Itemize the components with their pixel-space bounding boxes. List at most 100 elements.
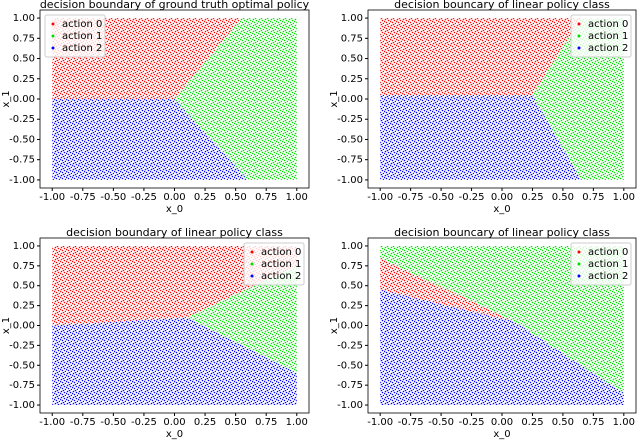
action-region (52, 99, 248, 180)
x-tick-label: 0.00 (163, 192, 185, 203)
legend-box (570, 14, 632, 58)
y-tick-label: -0.25 (337, 340, 363, 351)
y-tick-label: -1.00 (9, 175, 35, 186)
action-region (380, 18, 582, 95)
x-tick-label: -0.50 (428, 417, 454, 428)
y-tick-label: 0.75 (341, 261, 363, 272)
x-tick-label: -1.00 (367, 192, 393, 203)
action-region (52, 317, 297, 406)
x-axis-label: x_0 (493, 204, 510, 215)
y-tick-label: -0.50 (9, 134, 35, 145)
title: decision boundary of ground truth optima… (40, 0, 310, 11)
x-tick-label: 0.50 (552, 417, 574, 428)
y-tick-label: -0.50 (337, 134, 363, 145)
legend-label: action 2 (588, 271, 628, 282)
y-axis-label: x_1 (329, 90, 340, 107)
y-tick-label: -0.75 (337, 380, 363, 391)
action-region (52, 245, 297, 326)
legend-marker (577, 46, 581, 50)
x-tick-label: -0.25 (131, 192, 157, 203)
legend-label: action 0 (62, 19, 102, 30)
action-region (186, 265, 297, 374)
legend-marker (577, 34, 581, 38)
y-tick-label: -1.00 (337, 400, 363, 411)
title: decision bouncary of linear policy class (394, 226, 610, 239)
x-tick-label: 0.50 (552, 192, 574, 203)
action-region (380, 257, 515, 322)
x-tick-label: 0.50 (225, 192, 247, 203)
legend-marker (51, 34, 55, 38)
y-tick-label: 0.75 (341, 33, 363, 44)
action-region (174, 18, 297, 180)
action-region (532, 18, 624, 180)
x-tick-label: 0.75 (255, 192, 277, 203)
legend-marker (51, 46, 55, 50)
y-tick-label: 0.25 (13, 74, 35, 85)
y-tick-label: -0.25 (9, 114, 35, 125)
legend-marker (577, 250, 581, 254)
x-tick-label: -0.50 (100, 417, 126, 428)
y-tick-label: 0.25 (341, 301, 363, 312)
y-tick-label: 1.00 (13, 241, 35, 252)
legend-label: action 1 (62, 31, 102, 42)
y-tick-label: -1.00 (337, 175, 363, 186)
x-axis-label: x_0 (493, 429, 510, 440)
x-tick-label: 0.75 (582, 417, 604, 428)
legend-marker (577, 262, 581, 266)
x-tick-label: 1.00 (286, 417, 308, 428)
x-tick-label: -0.75 (70, 192, 96, 203)
x-tick-label: 1.00 (613, 192, 635, 203)
y-tick-label: 0.50 (341, 54, 363, 65)
x-tick-label: 0.00 (163, 417, 185, 428)
legend-box (44, 14, 106, 58)
y-tick-label: -1.00 (9, 400, 35, 411)
legend-marker (250, 262, 254, 266)
x-tick-label: -1.00 (367, 417, 393, 428)
y-axis-label: x_1 (1, 317, 12, 334)
y-tick-label: 0.50 (341, 281, 363, 292)
y-tick-label: 0.75 (13, 33, 35, 44)
legend-label: action 1 (261, 259, 301, 270)
x-tick-label: -0.50 (100, 192, 126, 203)
x-tick-label: -0.75 (398, 192, 424, 203)
legend-marker (250, 274, 254, 278)
legend-label: action 0 (588, 19, 628, 30)
y-tick-label: -0.50 (9, 360, 35, 371)
x-tick-label: -0.25 (131, 417, 157, 428)
legend-label: action 1 (588, 31, 628, 42)
x-tick-label: 1.00 (613, 417, 635, 428)
y-tick-label: 0.50 (13, 281, 35, 292)
legend-label: action 0 (261, 247, 301, 258)
x-tick-label: -0.75 (70, 417, 96, 428)
x-tick-label: -0.25 (459, 192, 485, 203)
x-tick-label: -1.00 (39, 192, 65, 203)
y-axis-label: x_1 (1, 90, 12, 107)
y-tick-label: 0.00 (341, 94, 363, 105)
y-tick-label: 0.75 (13, 261, 35, 272)
y-tick-label: 0.00 (13, 321, 35, 332)
legend-marker (250, 250, 254, 254)
y-tick-label: 0.00 (341, 321, 363, 332)
legend-marker (51, 22, 55, 26)
legend-label: action 2 (588, 43, 628, 54)
y-tick-label: 0.50 (13, 54, 35, 65)
x-tick-label: 0.25 (521, 192, 543, 203)
x-tick-label: -0.25 (459, 417, 485, 428)
x-tick-label: 0.50 (225, 417, 247, 428)
legend-box (570, 242, 632, 286)
y-tick-label: 1.00 (341, 13, 363, 24)
x-tick-label: 0.25 (194, 417, 216, 428)
legend-marker (577, 274, 581, 278)
legend-marker (577, 22, 581, 26)
y-tick-label: 0.25 (341, 74, 363, 85)
x-tick-label: 0.75 (255, 417, 277, 428)
y-tick-label: 0.00 (13, 94, 35, 105)
title: decision boundary of linear policy class (66, 226, 283, 239)
x-axis-label: x_0 (166, 429, 183, 440)
x-tick-label: 0.00 (491, 417, 513, 428)
legend-label: action 0 (588, 247, 628, 258)
y-tick-label: 1.00 (341, 241, 363, 252)
legend-label: action 2 (62, 43, 102, 54)
x-tick-label: 0.75 (582, 192, 604, 203)
